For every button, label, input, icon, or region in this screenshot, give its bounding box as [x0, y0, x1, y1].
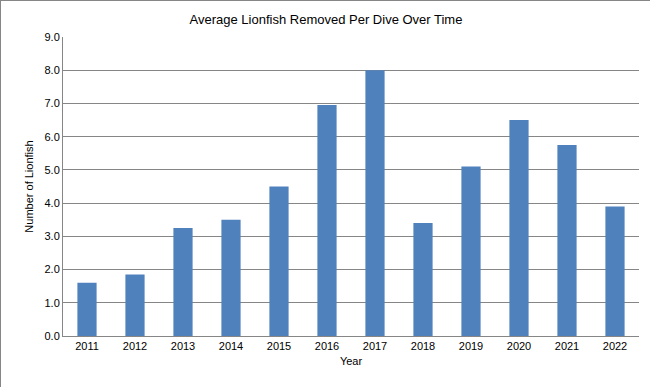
svg-text:2012: 2012: [123, 340, 147, 352]
svg-text:2.0: 2.0: [45, 263, 60, 275]
svg-text:3.0: 3.0: [45, 230, 60, 242]
svg-text:7.0: 7.0: [45, 97, 60, 109]
svg-text:5.0: 5.0: [45, 164, 60, 176]
svg-text:0.0: 0.0: [45, 330, 60, 342]
svg-text:Average Lionfish Removed Per D: Average Lionfish Removed Per Dive Over T…: [190, 12, 463, 27]
svg-text:2021: 2021: [555, 340, 579, 352]
svg-text:2020: 2020: [507, 340, 531, 352]
svg-text:2017: 2017: [363, 340, 387, 352]
svg-text:2018: 2018: [411, 340, 435, 352]
svg-text:2014: 2014: [219, 340, 243, 352]
svg-text:2015: 2015: [267, 340, 291, 352]
svg-text:1.0: 1.0: [45, 297, 60, 309]
svg-text:2013: 2013: [171, 340, 195, 352]
svg-text:9.0: 9.0: [45, 31, 60, 43]
svg-text:2016: 2016: [315, 340, 339, 352]
svg-text:8.0: 8.0: [45, 64, 60, 76]
svg-text:2011: 2011: [75, 340, 99, 352]
svg-text:4.0: 4.0: [45, 197, 60, 209]
svg-text:Year: Year: [340, 355, 363, 367]
svg-text:6.0: 6.0: [45, 131, 60, 143]
svg-text:Number of Lionfish: Number of Lionfish: [23, 140, 35, 232]
svg-text:2022: 2022: [603, 340, 627, 352]
svg-text:2019: 2019: [459, 340, 483, 352]
